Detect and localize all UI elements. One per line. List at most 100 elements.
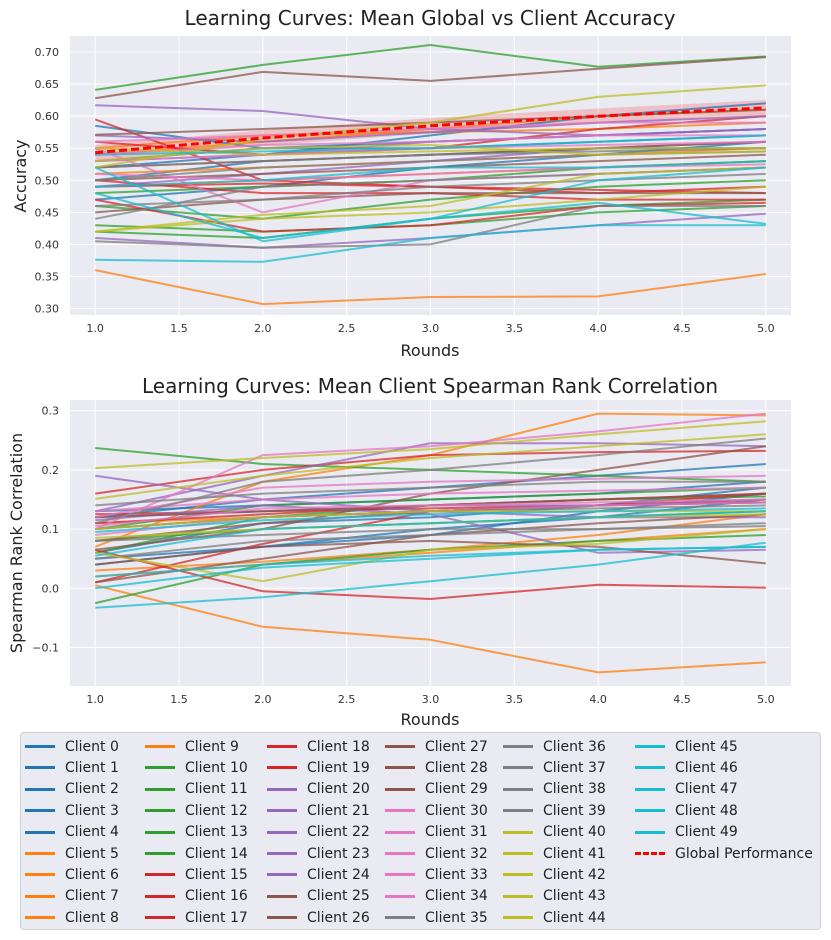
legend-item: Client 3: [25, 800, 119, 821]
accuracy-series-line-35: [95, 205, 766, 249]
legend-label: Client 33: [425, 866, 488, 883]
legend-swatch: [635, 809, 665, 813]
legend-swatch: [267, 830, 297, 834]
legend-swatch: [635, 745, 665, 748]
legend-item: Client 10: [145, 757, 248, 778]
legend-swatch: [267, 745, 297, 748]
spearman-x-ticks: 1.0 1.5 2.0 2.5 3.0 3.5 4.0 4.5 5.0: [86, 693, 774, 706]
accuracy-series-line-48: [95, 160, 766, 188]
accuracy-x-tick-label: 1.0: [86, 322, 104, 335]
legend-item: Client 36: [503, 736, 606, 757]
spearman-series-line-17: [95, 449, 766, 495]
legend-swatch: [267, 809, 297, 813]
accuracy-x-tick-label: 2.5: [338, 322, 356, 335]
spearman-series-line-22: [94, 442, 766, 513]
spearman-chart: 1.0 1.5 2.0 2.5 3.0 3.5 4.0 4.5 5.0 −0.1 0.0 0.1 0.…: [7, 374, 791, 729]
legend-swatch: [385, 766, 415, 770]
accuracy-series-line-42: [95, 166, 766, 233]
legend-label: Client 21: [307, 802, 370, 819]
legend-swatch: [25, 830, 55, 834]
legend-item: Client 12: [145, 800, 248, 821]
legend-swatch: [25, 894, 55, 898]
legend-item: Client 34: [385, 886, 488, 907]
spearman-y-tick-label: 0.2: [42, 464, 60, 477]
legend-item: Client 47: [635, 779, 738, 800]
legend-label: Client 19: [307, 759, 370, 776]
legend-item: Client 40: [503, 822, 606, 843]
legend-item: Client 43: [503, 886, 606, 907]
legend-label: Client 27: [425, 738, 488, 755]
accuracy-x-tick-label: 4.5: [673, 322, 691, 335]
legend-swatch: [503, 894, 533, 898]
legend-item: Client 5: [25, 843, 119, 864]
legend-label: Client 36: [543, 738, 606, 755]
accuracy-series-line-14: [95, 179, 766, 220]
accuracy-series-line-24: [95, 115, 766, 143]
legend-label: Client 23: [307, 845, 370, 862]
legend-swatch: [145, 787, 175, 791]
legend-label: Client 31: [425, 824, 488, 841]
spearman-series-line-32: [95, 486, 766, 513]
legend-label: Client 13: [185, 824, 248, 841]
legend: Client 0 Client 1 Client 2 Client 3 Client 4…: [20, 732, 821, 930]
legend-swatch: [385, 894, 415, 898]
spearman-x-tick-label: 5.0: [757, 693, 775, 706]
spearman-x-tick-label: 1.5: [170, 693, 188, 706]
spearman-series-line-36: [95, 480, 766, 507]
legend-label: Client 15: [185, 866, 248, 883]
legend-label: Client 20: [307, 781, 370, 798]
legend-swatch: [145, 766, 175, 770]
accuracy-y-tick-label: 0.30: [35, 303, 60, 316]
legend-label: Client 25: [307, 888, 370, 905]
spearman-x-tick-label: 4.0: [589, 693, 607, 706]
spearman-y-axis-label: Spearman Rank Correlation: [7, 433, 26, 653]
accuracy-series-line-10: [95, 44, 766, 91]
legend-item: Client 7: [25, 886, 119, 907]
legend-item: Client 17: [145, 907, 248, 928]
legend-swatch: [635, 787, 665, 791]
legend-swatch: [385, 852, 415, 855]
spearman-series-line-45: [95, 541, 766, 609]
accuracy-series-line-45: [95, 224, 766, 263]
legend-label: Client 1: [65, 759, 119, 776]
legend-swatch: [503, 787, 533, 791]
legend-item: Client 49: [635, 822, 738, 843]
legend-item: Client 31: [385, 822, 488, 843]
legend-swatch: [385, 830, 415, 834]
legend-item: Client 27: [385, 736, 488, 757]
legend-swatch: [503, 809, 533, 813]
accuracy-y-ticks: 0.30 0.35 0.40 0.45 0.50 0.55 0.60 0.65 0.70: [35, 46, 60, 316]
legend-label: Client 11: [185, 781, 248, 798]
legend-item: Client 25: [267, 886, 370, 907]
accuracy-x-tick-label: 2.0: [254, 322, 272, 335]
legend-swatch: [145, 894, 175, 898]
accuracy-x-tick-label: 4.0: [589, 322, 607, 335]
accuracy-series-line-41: [95, 84, 766, 169]
legend-item: Client 29: [385, 779, 488, 800]
legend-swatch: [145, 916, 175, 920]
spearman-series-line-25: [95, 539, 766, 566]
accuracy-y-tick-label: 0.45: [35, 206, 60, 219]
legend-swatch: [503, 852, 533, 855]
accuracy-series-line-32: [95, 121, 766, 143]
accuracy-series: [94, 44, 766, 306]
spearman-y-tick-label: 0.1: [42, 523, 60, 536]
legend-item: Global Performance: [635, 843, 813, 864]
accuracy-series-line-49: [95, 134, 766, 156]
legend-label: Client 26: [307, 909, 370, 926]
legend-item: Client 41: [503, 843, 606, 864]
legend-label: Client 29: [425, 781, 488, 798]
accuracy-series-line-37: [95, 147, 766, 169]
legend-swatch: [25, 873, 55, 877]
accuracy-series-line-38: [95, 172, 766, 207]
accuracy-x-tick-label: 3.0: [422, 322, 440, 335]
accuracy-y-tick-label: 0.55: [35, 142, 60, 155]
legend-swatch: [25, 809, 55, 813]
accuracy-x-tick-label: 1.5: [170, 322, 188, 335]
legend-item: Client 26: [267, 907, 370, 928]
legend-label: Client 39: [543, 802, 606, 819]
legend-item: Client 48: [635, 800, 738, 821]
legend-item: Client 9: [145, 736, 239, 757]
legend-swatch: [385, 745, 415, 748]
